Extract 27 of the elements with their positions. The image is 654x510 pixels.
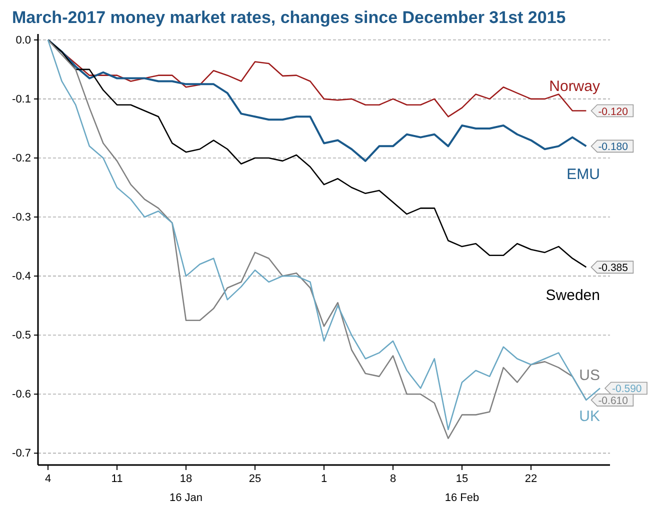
series-label: EMU: [566, 166, 600, 184]
y-tick-label: -0.3: [12, 212, 31, 224]
series-label: UK: [579, 408, 600, 426]
y-tick-label: -0.5: [12, 330, 31, 342]
y-tick-label: -0.2: [12, 152, 31, 165]
series-label: Sweden: [546, 287, 600, 304]
x-tick-label: 15 16 Feb: [444, 473, 480, 504]
x-tick-label: 4: [44, 473, 52, 485]
x-tick-label: 18 16 Jan: [169, 473, 203, 504]
y-tick-label: 0.0: [16, 34, 31, 46]
y-tick-label: -0.1: [12, 93, 31, 106]
data-label: -0.590: [612, 383, 642, 396]
x-tick-label: 11: [111, 473, 123, 485]
data-label: -0.180: [598, 141, 628, 154]
x-tick-label: 8: [390, 473, 396, 485]
x-tick-label: 1: [320, 473, 328, 485]
data-label: -0.610: [598, 395, 628, 408]
data-label: -0.120: [598, 106, 628, 118]
y-tick-label: -0.4: [12, 270, 31, 283]
y-tick-label: -0.6: [12, 388, 31, 401]
y-tick-label: -0.7: [12, 448, 31, 460]
data-label: -0.385: [598, 262, 628, 274]
series-label: Norway: [549, 78, 600, 95]
x-tick-label: 25: [248, 473, 262, 485]
series-label: US: [579, 367, 600, 384]
chart-title: March-2017 money market rates, changes since December 31st 2015: [12, 8, 566, 27]
x-tick-label: 22: [524, 473, 538, 485]
